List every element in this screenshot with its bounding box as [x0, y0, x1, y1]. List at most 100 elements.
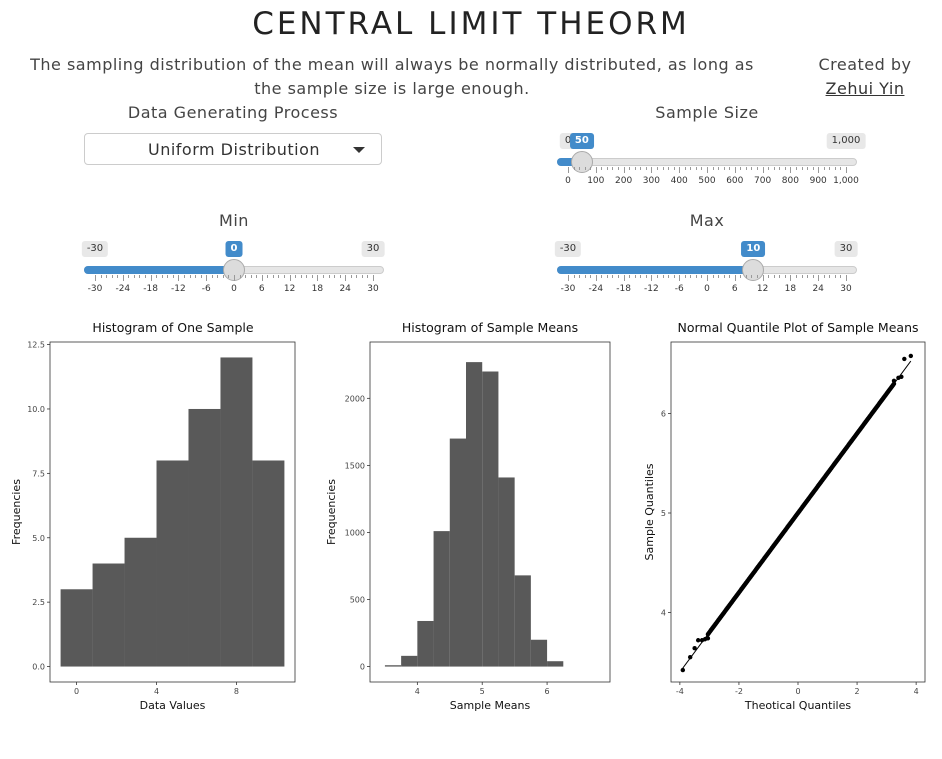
- slider-tick-label: -30: [560, 284, 576, 294]
- slider-minor-tick: [668, 275, 670, 278]
- slider-minor-tick: [823, 167, 825, 170]
- slider-tick: [95, 275, 96, 281]
- slider-minor-tick: [757, 275, 759, 278]
- slider-minor-tick: [606, 275, 608, 278]
- slider-minor-tick: [740, 167, 742, 170]
- slider-minor-tick: [612, 275, 614, 278]
- slider-ticks: -30 -24 -18 -12 -6 0 6 12 18 24 30: [84, 275, 384, 305]
- slider-minor-tick: [601, 167, 603, 170]
- slider-minor-tick: [807, 167, 809, 170]
- slider-tick: [595, 167, 597, 173]
- slider-minor-tick: [695, 275, 697, 278]
- slider-handle[interactable]: [570, 151, 593, 173]
- slider-minor-tick: [801, 275, 803, 278]
- slider-tick-label: 0: [231, 284, 237, 294]
- slider-minor-tick: [284, 275, 286, 278]
- chart-title: Normal Quantile Plot of Sample Means: [677, 320, 918, 335]
- max-slider[interactable]: -30 30 10 -30 -24 -18 -12 -6 0 6 12 18 24 30: [554, 241, 858, 301]
- slider-minor-tick: [807, 275, 809, 278]
- histogram-sample-means-chart: Histogram of Sample Means 4 5 6 0 500 1000 1500…: [325, 320, 611, 712]
- slider-minor-tick: [573, 167, 575, 170]
- slider-tick: [178, 275, 180, 281]
- histogram-bar: [433, 531, 450, 667]
- slider-minor-tick: [629, 167, 631, 170]
- x-axis-label: Sample Means: [450, 699, 531, 712]
- histogram-bar: [530, 639, 548, 667]
- slider-minor-tick: [189, 275, 191, 278]
- slider-minor-tick: [584, 167, 586, 170]
- slider-tick: [762, 275, 764, 281]
- histogram-bar: [449, 438, 466, 667]
- author-link[interactable]: Zehui Yin: [825, 79, 905, 98]
- slider-minor-tick: [740, 275, 742, 278]
- slider-minor-tick: [295, 275, 297, 278]
- slider-minor-tick: [278, 275, 280, 278]
- slider-minor-tick: [267, 275, 269, 278]
- slider-tick: [762, 167, 764, 173]
- slider-tick-label: 6: [731, 284, 738, 294]
- slider-minor-tick: [133, 275, 135, 278]
- slider-ticks: -30 -24 -18 -12 -6 0 6 12 18 24 30: [557, 275, 857, 305]
- slider-minor-tick: [172, 275, 174, 278]
- slider-minor-tick: [322, 275, 324, 278]
- min-slider[interactable]: -30 30 0 -30 -24 -18 -12 -6 0 6 12 18 24 30: [81, 241, 385, 301]
- slider-tick-label: 1,000: [833, 176, 859, 186]
- slider-tick-label: 500: [698, 176, 716, 186]
- slider-tick: [373, 275, 374, 281]
- slider-minor-tick: [612, 167, 614, 170]
- x-tick-label: 6: [545, 687, 550, 696]
- dgp-selected-value: Uniform Distribution: [147, 140, 321, 159]
- slider-minor-tick: [840, 275, 842, 278]
- slider-minor-tick: [690, 275, 692, 278]
- slider-tick-label: 30: [840, 284, 852, 294]
- x-tick-label: 4: [914, 687, 919, 696]
- slider-minor-tick: [690, 167, 692, 170]
- slider-tick-label: -18: [616, 284, 631, 294]
- qq-point: [687, 654, 693, 660]
- slider-minor-tick: [729, 167, 731, 170]
- slider-minor-tick: [618, 167, 620, 170]
- slider-minor-tick: [712, 275, 714, 278]
- slider-minor-tick: [701, 275, 703, 278]
- slider-minor-tick: [167, 275, 169, 278]
- slider-minor-tick: [829, 275, 831, 278]
- slider-minor-tick: [584, 275, 586, 278]
- slider-minor-tick: [128, 275, 130, 278]
- x-tick-label: 0: [74, 687, 79, 696]
- slider-tick-label: 0: [704, 284, 710, 294]
- slider-value-badge: 0: [225, 241, 243, 257]
- slider-minor-tick: [601, 275, 603, 278]
- slider-handle[interactable]: [742, 259, 765, 281]
- y-tick-label: 7.5: [32, 469, 45, 478]
- y-tick-label: 0.0: [32, 663, 45, 672]
- dgp-select[interactable]: Uniform Distribution: [84, 133, 382, 165]
- slider-minor-tick: [701, 167, 703, 170]
- slider-tick: [679, 275, 681, 281]
- y-axis-label: Frequencies: [325, 479, 338, 545]
- slider-minor-tick: [579, 275, 581, 278]
- slider-tick-label: -6: [674, 284, 684, 294]
- slider-minor-tick: [718, 275, 720, 278]
- slider-ticks: 0 100 200 300 400 500 600 700 800 900 1,000: [557, 167, 859, 197]
- slider-tick-label: -12: [171, 284, 186, 294]
- slider-track[interactable]: [557, 158, 857, 166]
- slider-tick-label: -12: [644, 284, 659, 294]
- slider-minor-tick: [100, 275, 102, 278]
- slider-minor-tick: [579, 167, 581, 170]
- x-axis-label: Theotical Quantiles: [744, 699, 851, 712]
- sample-size-slider[interactable]: 0 1,000 50 0 100 200 300 400 500 600 700 800 900 1,00…: [557, 133, 866, 193]
- slider-value-badge: 10: [741, 241, 766, 257]
- slider-tick: [818, 275, 820, 281]
- slider-tick-label: 24: [339, 284, 351, 294]
- x-tick-label: 8: [234, 687, 239, 696]
- slider-minor-tick: [339, 275, 341, 278]
- slider-tick: [261, 275, 263, 281]
- qq-point: [692, 645, 697, 651]
- slider-tick-label: -24: [115, 284, 131, 294]
- slider-tick: [289, 275, 291, 281]
- slider-minor-tick: [712, 167, 714, 170]
- chart-title: Histogram of Sample Means: [402, 320, 578, 335]
- slider-tick-label: 18: [784, 284, 797, 294]
- slider-tick-label: 12: [283, 284, 296, 294]
- slider-minor-tick: [795, 167, 797, 170]
